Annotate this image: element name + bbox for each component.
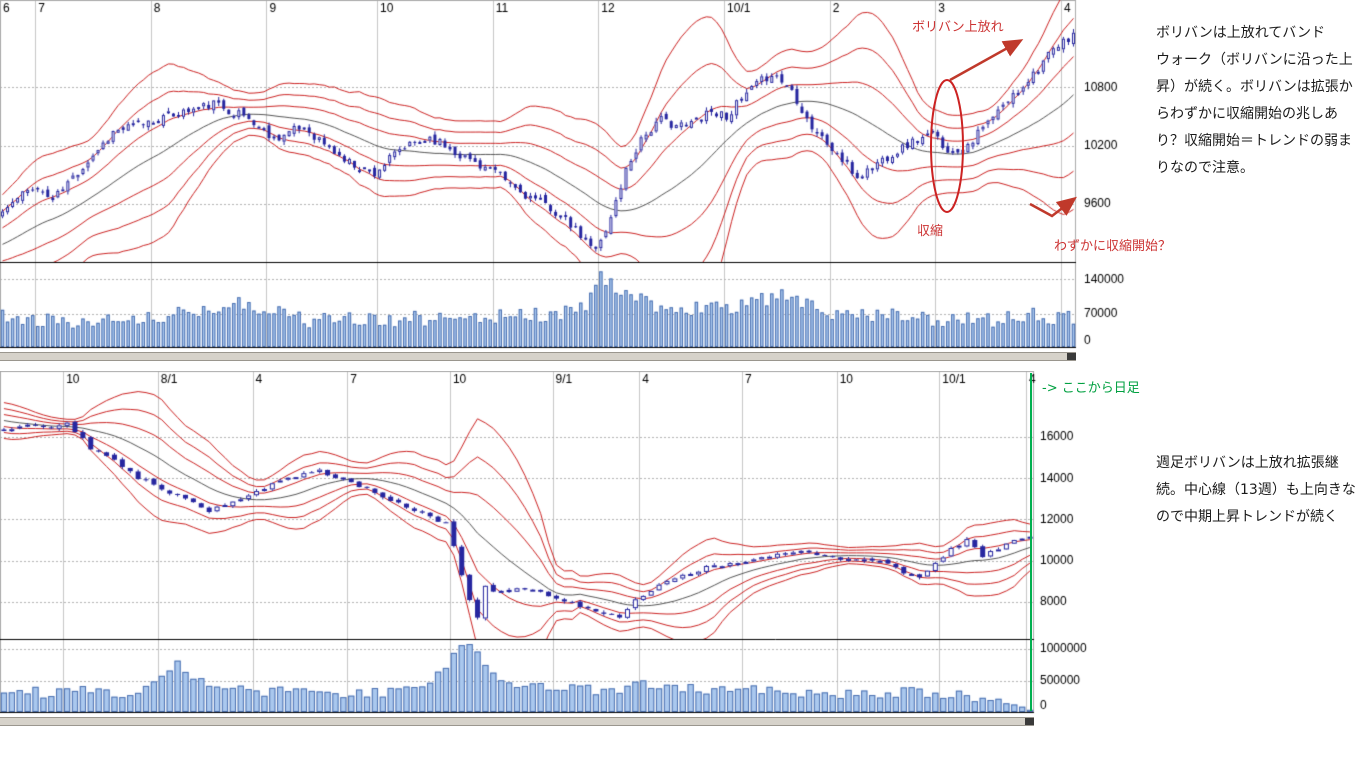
- breakout-annotation: ボリバン上放れ: [912, 20, 1004, 35]
- daily-note-text: ボリバンは上放れてバンド ウォーク（ボリバンに沿った上 昇）が続く。ボリバンは拡…: [1156, 25, 1353, 176]
- daily-scrollbar-thumb[interactable]: [1067, 353, 1076, 360]
- weekly-chart-scrollbar[interactable]: [0, 717, 1034, 726]
- weekly-scrollbar-thumb[interactable]: [1025, 718, 1034, 725]
- weekly-chart-canvas: [0, 371, 1150, 717]
- daily-chart-canvas: [0, 0, 1150, 352]
- weekly-note-text: 週足ボリバンは上放れ拡張継 続。中心線（13週）も上向きな ので中期上昇トレンド…: [1156, 455, 1356, 525]
- contraction-annotation: 収縮: [917, 224, 944, 239]
- daily-start-annotation: -> ここから日足: [1042, 381, 1140, 396]
- daily-chart-scrollbar[interactable]: [0, 352, 1076, 361]
- daily-start-marker-line: [1030, 373, 1032, 711]
- slight-contraction-annotation: わずかに収縮開始？: [1054, 239, 1172, 254]
